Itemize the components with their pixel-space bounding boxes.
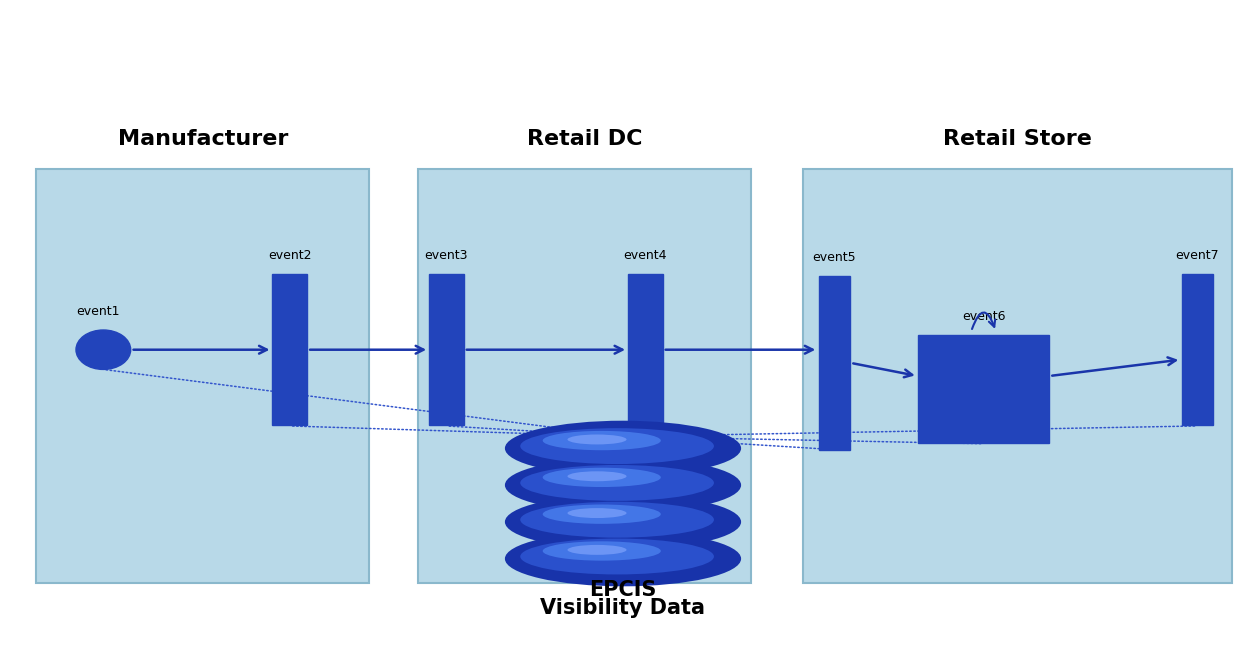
Text: Manufacturer: Manufacturer (117, 129, 288, 149)
Ellipse shape (543, 541, 660, 560)
Ellipse shape (543, 468, 660, 487)
FancyBboxPatch shape (36, 169, 369, 583)
Text: event4: event4 (624, 249, 667, 262)
Ellipse shape (521, 539, 714, 574)
Text: event1: event1 (76, 305, 120, 318)
FancyBboxPatch shape (417, 169, 751, 583)
Ellipse shape (505, 531, 741, 586)
Ellipse shape (567, 434, 627, 444)
Text: Retail DC: Retail DC (527, 129, 642, 149)
FancyBboxPatch shape (1181, 274, 1212, 425)
Ellipse shape (567, 508, 627, 518)
FancyBboxPatch shape (628, 274, 663, 425)
Ellipse shape (567, 545, 627, 555)
FancyBboxPatch shape (273, 274, 308, 425)
Text: event7: event7 (1175, 249, 1219, 262)
Ellipse shape (521, 428, 714, 464)
Ellipse shape (76, 330, 131, 370)
Text: event5: event5 (812, 251, 856, 264)
Ellipse shape (521, 445, 734, 460)
Ellipse shape (567, 471, 627, 481)
Text: Visibility Data: Visibility Data (541, 598, 705, 618)
Text: event2: event2 (268, 249, 312, 262)
Ellipse shape (543, 504, 660, 524)
Ellipse shape (505, 420, 741, 476)
Text: EPCIS: EPCIS (589, 579, 657, 600)
Ellipse shape (521, 482, 734, 497)
FancyBboxPatch shape (819, 276, 850, 450)
Ellipse shape (521, 519, 734, 534)
Text: event3: event3 (425, 249, 468, 262)
FancyBboxPatch shape (804, 169, 1232, 583)
Ellipse shape (505, 494, 741, 550)
Ellipse shape (505, 457, 741, 513)
Text: event6: event6 (962, 310, 1006, 323)
Ellipse shape (543, 431, 660, 450)
FancyBboxPatch shape (918, 335, 1049, 444)
Ellipse shape (521, 465, 714, 501)
Text: Retail Store: Retail Store (943, 129, 1093, 149)
Ellipse shape (521, 502, 714, 538)
FancyBboxPatch shape (429, 274, 464, 425)
Ellipse shape (521, 555, 734, 570)
